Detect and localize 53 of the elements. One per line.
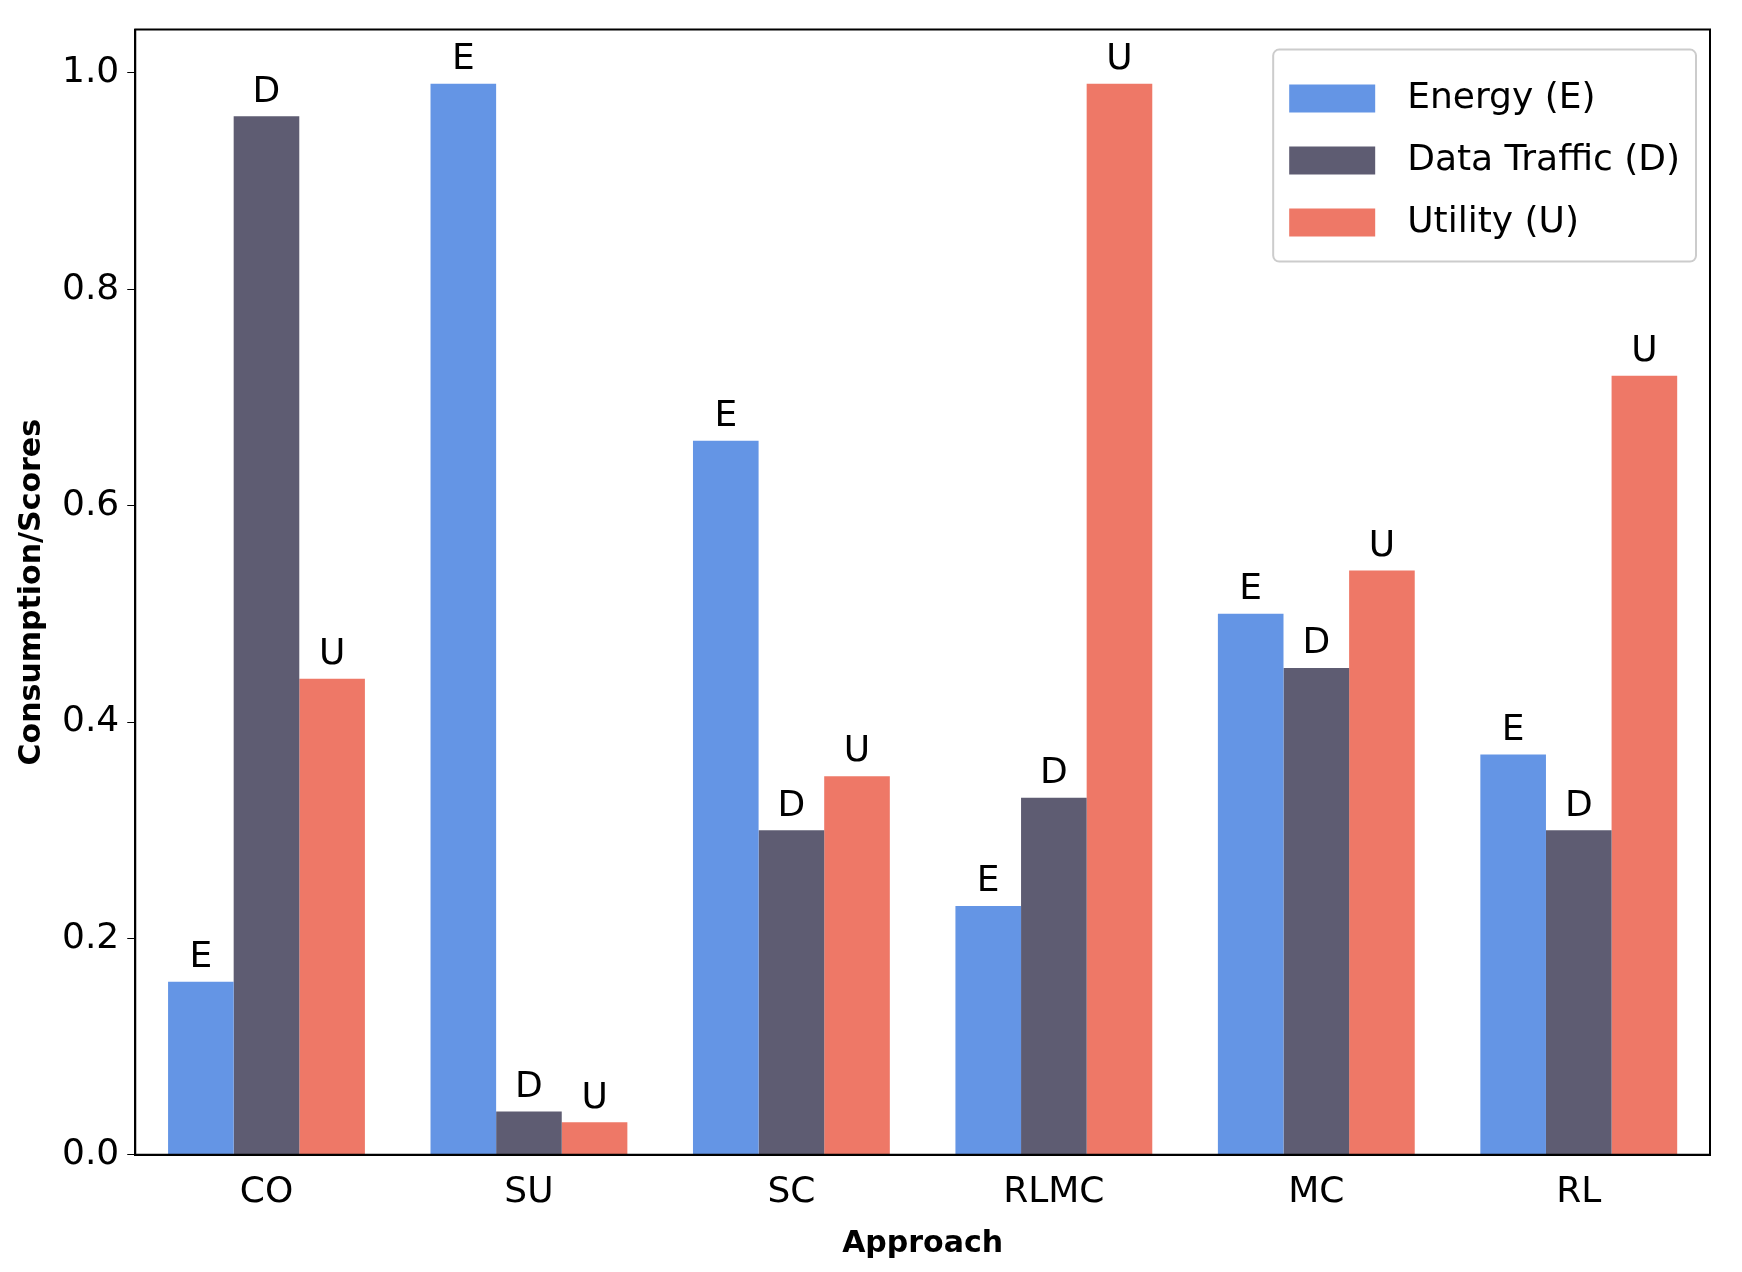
data-label: D — [777, 782, 806, 824]
bar — [1217, 613, 1284, 1155]
bar — [824, 776, 890, 1155]
x-tick-label: CO — [239, 1168, 294, 1210]
bar — [233, 116, 300, 1155]
x-tick-label: RLMC — [1003, 1168, 1105, 1210]
y-tick-label: 0.4 — [61, 698, 120, 740]
data-label: D — [515, 1063, 543, 1105]
bar — [758, 830, 825, 1155]
bar — [1480, 754, 1546, 1155]
bar — [430, 83, 497, 1155]
data-label: U — [581, 1074, 608, 1116]
x-tick-label: SU — [504, 1168, 554, 1210]
y-tick-label: 0.0 — [61, 1131, 120, 1173]
data-label: E — [451, 36, 475, 78]
bar — [1021, 797, 1087, 1155]
data-label: D — [1039, 750, 1068, 792]
bar — [1086, 83, 1153, 1155]
x-tick-label: MC — [1288, 1168, 1345, 1210]
bar — [561, 1122, 628, 1155]
x-tick-label: RL — [1556, 1168, 1602, 1210]
y-tick-label: 0.2 — [61, 914, 120, 956]
legend-label: Data Traffic (D) — [1407, 136, 1680, 178]
y-axis-title: Consumption/Scores — [11, 418, 47, 766]
data-label: D — [252, 68, 281, 110]
bar — [1349, 570, 1415, 1155]
x-tick-label: SC — [767, 1168, 816, 1210]
data-label: U — [843, 728, 871, 770]
bar — [1283, 667, 1350, 1155]
data-label: E — [1501, 706, 1525, 748]
bar — [692, 440, 759, 1155]
data-label: E — [714, 393, 738, 435]
bar — [1611, 375, 1678, 1155]
data-label: D — [1302, 620, 1331, 662]
y-tick-label: 1.0 — [61, 49, 120, 91]
y-tick-label: 0.8 — [61, 265, 120, 307]
data-label: E — [189, 934, 213, 976]
data-label: U — [1368, 522, 1396, 564]
data-label: E — [1239, 566, 1263, 608]
bar — [1545, 830, 1612, 1155]
data-label: D — [1564, 782, 1593, 824]
bar — [168, 981, 234, 1155]
legend-label: Energy (E) — [1407, 74, 1596, 116]
y-tick-label: 0.6 — [61, 482, 120, 524]
bar — [496, 1111, 562, 1155]
data-label: U — [1106, 36, 1133, 78]
data-label: U — [318, 631, 346, 673]
data-label: E — [976, 858, 1000, 900]
legend-label: Utility (U) — [1407, 198, 1579, 240]
bar — [955, 905, 1022, 1155]
bar — [299, 678, 365, 1155]
data-label: U — [1631, 328, 1658, 370]
x-axis-title: Approach — [842, 1223, 1004, 1259]
